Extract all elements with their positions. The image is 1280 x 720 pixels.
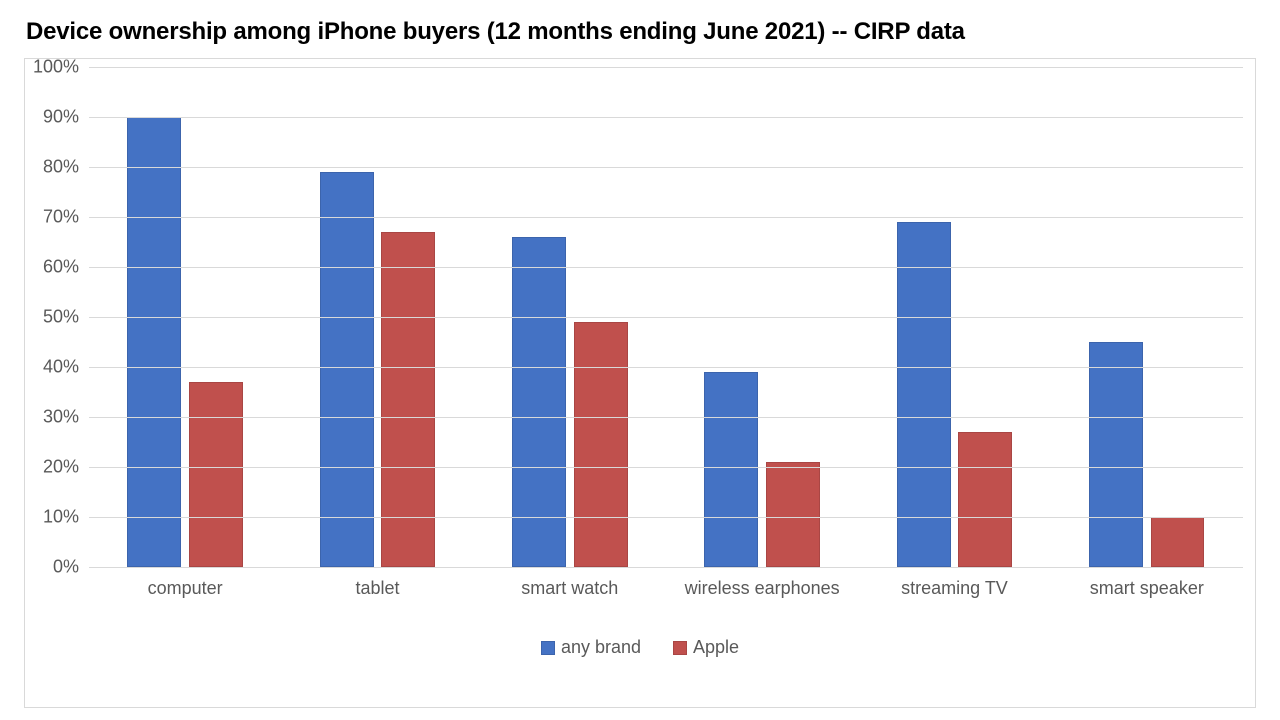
x-tick-label: tablet bbox=[281, 577, 473, 600]
y-tick-label: 20% bbox=[25, 457, 79, 478]
x-tick-label: wireless earphones bbox=[666, 577, 858, 600]
bar bbox=[320, 172, 374, 567]
gridline bbox=[89, 67, 1243, 68]
y-tick-label: 0% bbox=[25, 557, 79, 578]
y-tick-label: 40% bbox=[25, 357, 79, 378]
bar bbox=[1089, 342, 1143, 567]
bar bbox=[897, 222, 951, 567]
y-tick-label: 100% bbox=[25, 57, 79, 78]
chart-frame: 0% 10% 20% 30% 40% 50% 60% 70% 80% 90% 100% comput… bbox=[24, 58, 1256, 708]
gridline bbox=[89, 117, 1243, 118]
y-tick-label: 50% bbox=[25, 307, 79, 328]
gridline bbox=[89, 467, 1243, 468]
page: Device ownership among iPhone buyers (12… bbox=[0, 0, 1280, 720]
legend-item: any brand bbox=[541, 637, 641, 658]
y-tick-label: 90% bbox=[25, 107, 79, 128]
bar bbox=[704, 372, 758, 567]
legend-swatch bbox=[541, 641, 555, 655]
bar bbox=[574, 322, 628, 567]
gridline bbox=[89, 417, 1243, 418]
legend: any brand Apple bbox=[25, 637, 1255, 658]
legend-label: Apple bbox=[693, 637, 739, 658]
legend-label: any brand bbox=[561, 637, 641, 658]
y-tick-label: 80% bbox=[25, 157, 79, 178]
gridline bbox=[89, 167, 1243, 168]
bar bbox=[958, 432, 1012, 567]
chart-title: Device ownership among iPhone buyers (12… bbox=[26, 18, 1256, 46]
y-tick-label: 10% bbox=[25, 507, 79, 528]
y-tick-label: 70% bbox=[25, 207, 79, 228]
x-tick-label: smart watch bbox=[474, 577, 666, 600]
bar bbox=[766, 462, 820, 567]
gridline bbox=[89, 367, 1243, 368]
x-tick-label: streaming TV bbox=[858, 577, 1050, 600]
gridline bbox=[89, 217, 1243, 218]
bar bbox=[189, 382, 243, 567]
x-tick-label: smart speaker bbox=[1051, 577, 1243, 600]
legend-swatch bbox=[673, 641, 687, 655]
plot-area bbox=[89, 67, 1243, 567]
x-tick-label: computer bbox=[89, 577, 281, 600]
bar bbox=[1151, 517, 1205, 567]
gridline bbox=[89, 317, 1243, 318]
y-tick-label: 60% bbox=[25, 257, 79, 278]
gridline bbox=[89, 517, 1243, 518]
gridline bbox=[89, 267, 1243, 268]
y-tick-label: 30% bbox=[25, 407, 79, 428]
bar bbox=[127, 117, 181, 567]
legend-item: Apple bbox=[673, 637, 739, 658]
x-axis-labels: computertabletsmart watchwireless earpho… bbox=[89, 577, 1243, 600]
gridline bbox=[89, 567, 1243, 568]
